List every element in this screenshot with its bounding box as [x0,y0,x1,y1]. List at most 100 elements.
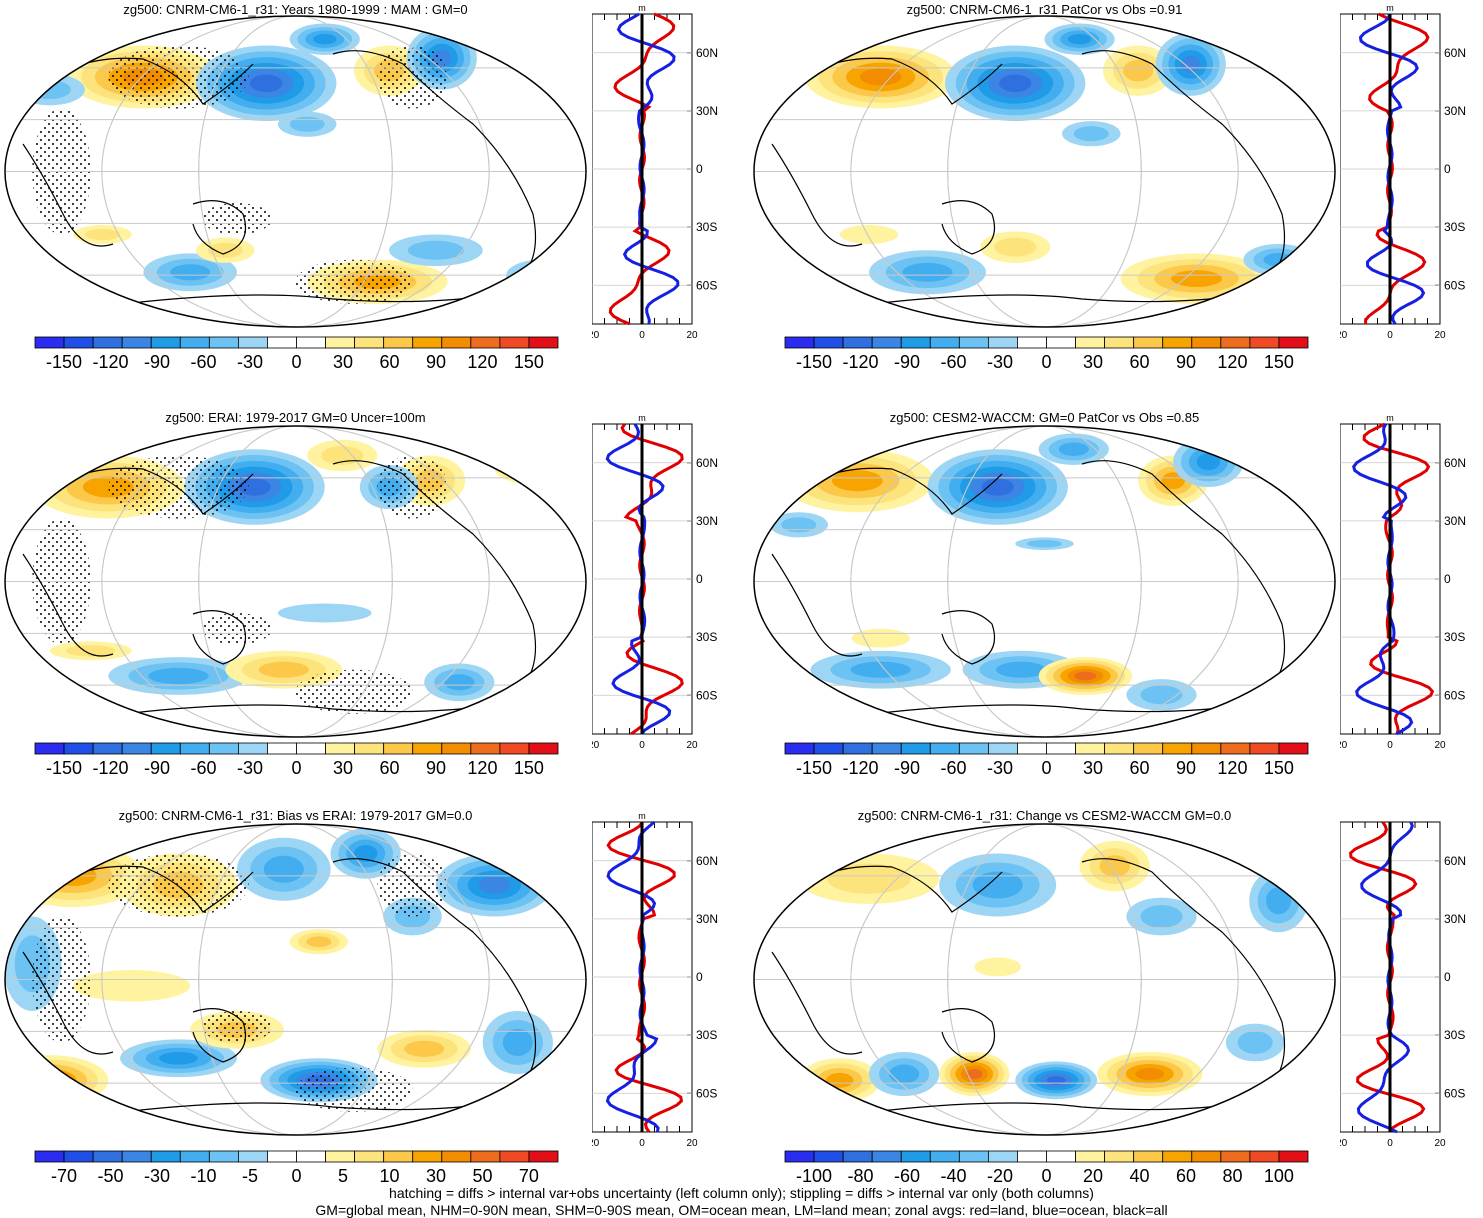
colorbar-swatch [1220,742,1251,755]
zonal-lat-tick-label: 0 [1444,572,1451,586]
colorbar: -150 -120 -90 -60 -30 0 30 60 90 120 150 [784,336,1309,372]
anomaly-contour [407,240,464,260]
zonal-x-tick-label: 0 [1387,330,1393,341]
colorbar: -150 -120 -90 -60 -30 0 30 60 90 120 150 [34,336,559,372]
coastline [871,703,1253,715]
coastline [1081,858,1286,1093]
colorbar-label: -60 [941,352,967,372]
colorbar-label: -80 [848,1166,874,1186]
zonal-lat-tick-label: 0 [1444,162,1451,176]
zonal-lat-tick-label: 30N [696,514,718,528]
colorbar-swatch [208,336,239,349]
zonal-average-plot: m 60N 30N 0 30S 60S -20 0 20 [1340,413,1466,751]
colorbar-label: -120 [93,352,129,372]
colorbar-swatch [470,336,501,349]
zonal-unit-label: m [638,413,646,423]
colorbar-label: 100 [1264,1166,1294,1186]
coastline [941,610,996,665]
colorbar-label: -60 [894,1166,920,1186]
zonal-average-plot: m 60N 30N 0 30S 60S -20 0 20 [1340,3,1466,341]
anomaly-contour [502,1029,533,1056]
coastline [771,553,863,657]
coastline [22,143,114,247]
coastline [192,610,247,665]
colorbar-swatch [63,336,94,349]
anomaly-contour [1161,472,1185,490]
zonal-x-tick-label: 20 [1434,330,1446,341]
zonal-x-tick-label: -20 [592,330,600,341]
zonal-x-tick-label: 20 [1434,1138,1446,1149]
zonal-x-tick-label: 20 [686,330,698,341]
colorbar-swatch [1249,742,1280,755]
colorbar-swatch [1046,336,1076,349]
colorbar-label: -60 [191,758,217,778]
colorbar-swatch [1133,742,1164,755]
coastline [192,1008,247,1063]
colorbar-label: -90 [894,758,920,778]
colorbar-swatch [441,742,472,755]
colorbar-swatch [412,336,443,349]
colorbar-swatch [179,742,210,755]
zonal-ocean-line [605,423,672,735]
colorbar-swatch [296,336,326,349]
zonal-lat-tick-label: 30N [696,912,718,926]
colorbar-label: -10 [191,1166,217,1186]
colorbar-label: -30 [987,352,1013,372]
coastline [22,951,114,1055]
footer-note-legend: GM=global mean, NHM=0-90N mean, SHM=0-90… [315,1202,1168,1218]
zonal-lat-tick-label: 60N [696,854,718,868]
anomaly-contour [999,74,1032,93]
zonal-x-tick-label: 20 [686,1138,698,1149]
colorbar-swatch [900,336,931,349]
colorbar-swatch [1278,742,1309,755]
colorbar-swatch [1133,336,1164,349]
colorbar-label: 120 [467,758,497,778]
colorbar-label: 90 [426,758,446,778]
colorbar-label: -90 [144,758,170,778]
anomaly-contour [1196,453,1220,471]
colorbar-label: -50 [98,1166,124,1186]
colorbar-swatch [958,1150,989,1163]
colorbar-swatch [842,336,873,349]
anomaly-contour [1058,442,1089,456]
anomaly-contour [1073,126,1109,142]
zonal-lat-tick-label: 0 [1444,970,1451,984]
anomaly-contour [148,667,209,685]
panel-title: zg500: CNRM-CM6-1_r31: Years 1980-1999 :… [123,2,468,17]
robinson-map [753,425,1336,738]
colorbar-swatch [813,742,844,755]
anomaly-contour [258,661,309,678]
colorbar-swatch [1017,336,1047,349]
stippling [295,259,413,304]
colorbar-swatch [121,742,152,755]
zonal-unit-label: m [1386,413,1394,423]
anomaly-contour [1265,887,1292,915]
zonal-lat-tick-label: 60S [696,278,717,292]
colorbar-label: -150 [796,758,832,778]
anomaly-contour [1181,55,1201,73]
anomaly-contour [263,855,304,883]
colorbar-swatch [987,336,1018,349]
stippling [201,203,273,235]
zonal-x-tick-label: -20 [592,740,600,751]
colorbar-label: -120 [843,758,879,778]
coastline [332,460,537,695]
zonal-x-tick-label: 20 [1434,740,1446,751]
colorbar-swatch [929,1150,960,1163]
anomaly-contour [826,863,912,894]
colorbar-swatch [784,742,815,755]
colorbar-label: 120 [467,352,497,372]
colorbar-swatch [296,1150,326,1163]
anomaly-contour [159,1051,198,1065]
colorbar-label: 40 [1129,1166,1149,1186]
colorbar: -100 -80 -60 -40 -20 0 20 40 60 80 100 [784,1150,1309,1186]
anomaly-contour [84,228,120,241]
colorbar-swatch [1104,742,1135,755]
colorbar-label: 150 [514,758,544,778]
colorbar-label: 150 [1264,758,1294,778]
colorbar-swatch [63,742,94,755]
zonal-lat-tick-label: 30N [696,104,718,118]
colorbar-swatch [987,742,1018,755]
zonal-lat-tick-label: 60N [696,46,718,60]
zonal-lat-tick-label: 30S [1444,630,1465,644]
